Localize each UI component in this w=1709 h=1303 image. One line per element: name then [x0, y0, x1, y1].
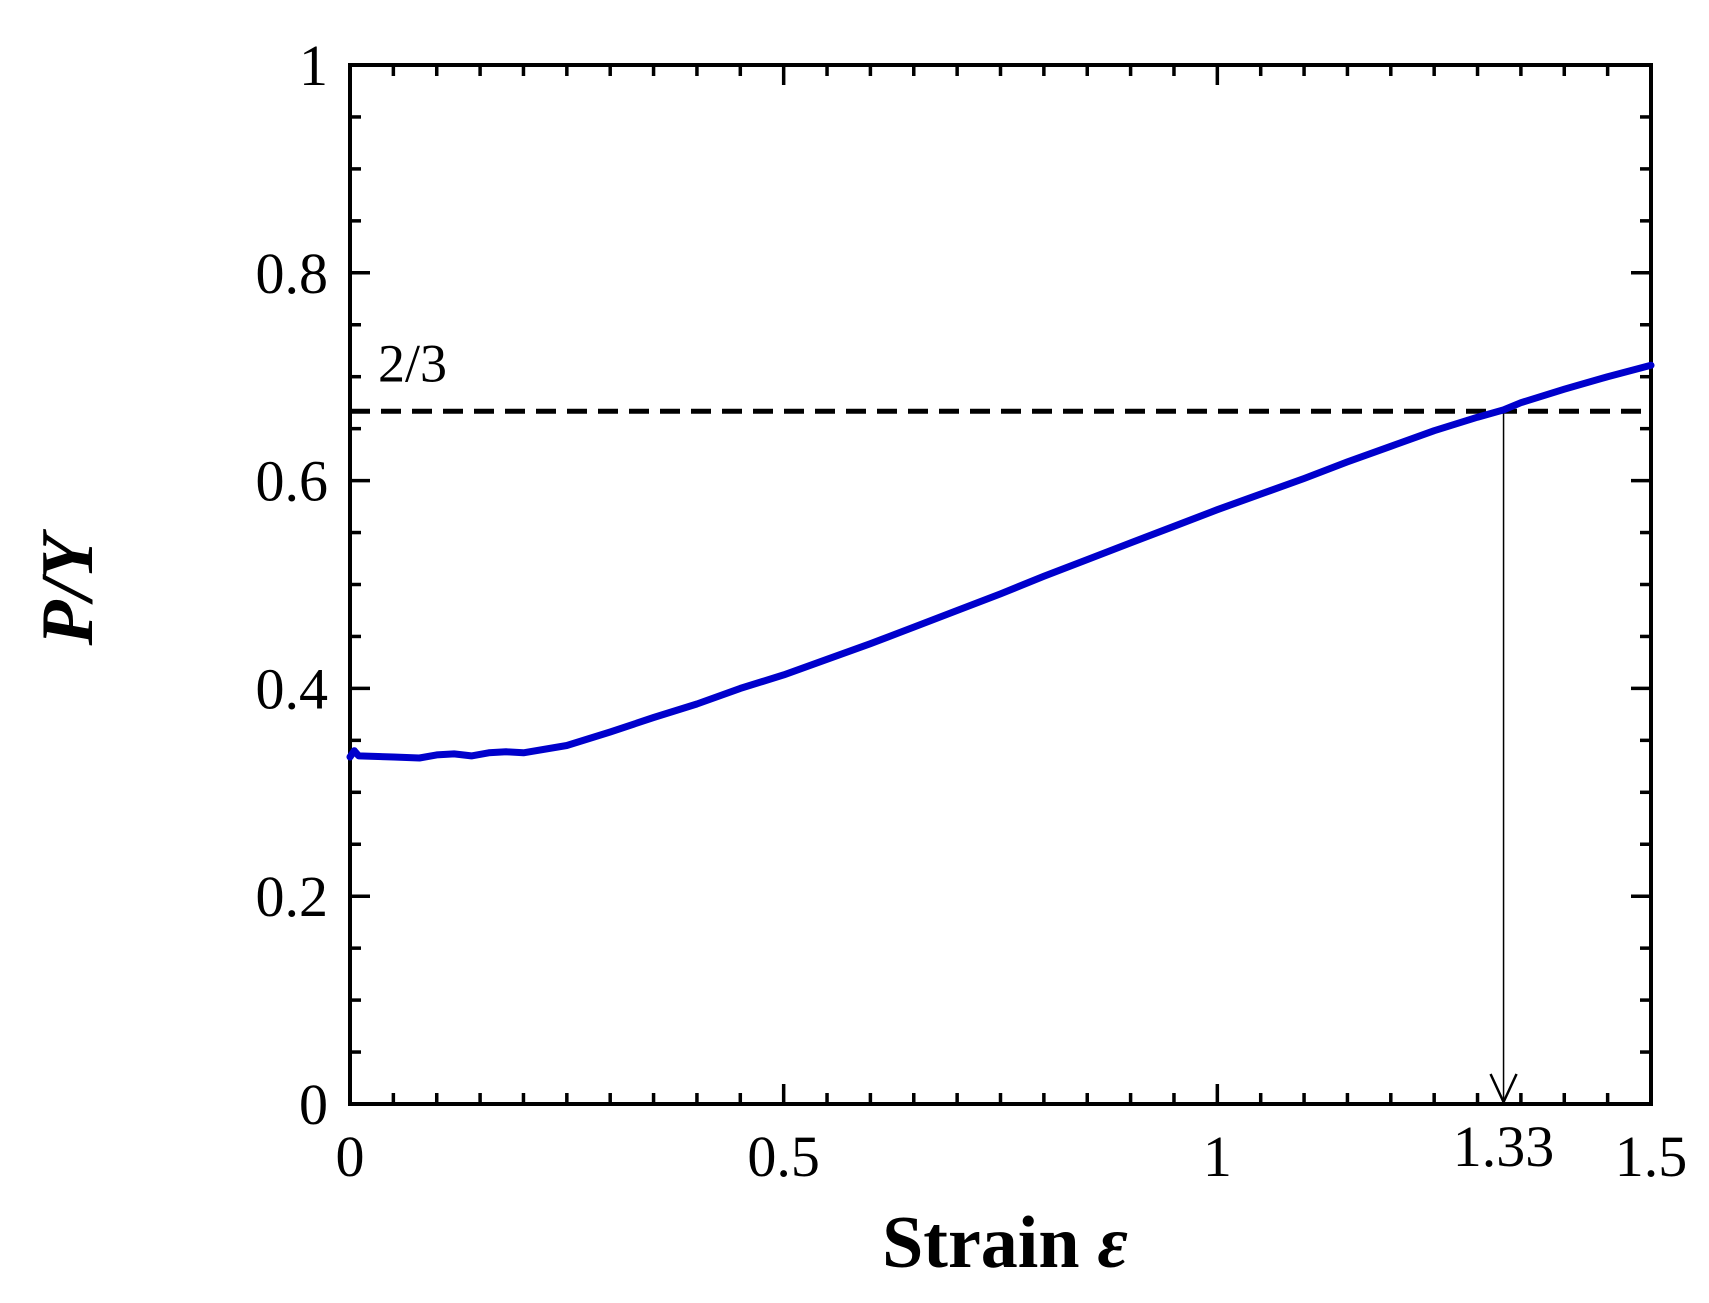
y-axis-title: P/Y	[27, 529, 109, 647]
reference-line-label: 2/3	[378, 333, 447, 393]
x-tick-label: 1	[1203, 1124, 1232, 1189]
y-tick-label: 0.2	[256, 864, 329, 929]
annotation-arrowhead	[1489, 1073, 1518, 1105]
y-tick-label: 0.8	[256, 241, 329, 306]
data-layer	[346, 361, 1655, 1105]
x-tick-label: 0.5	[747, 1124, 820, 1189]
series-line	[346, 361, 1655, 762]
y-tick-label: 0.4	[256, 656, 329, 721]
plot-frame	[348, 63, 1653, 1106]
x-axis-title-symbol: ε	[1098, 1202, 1128, 1284]
x-axis-title: Strain ε	[882, 1202, 1128, 1284]
x-tick-label: 1.5	[1615, 1124, 1688, 1189]
x-axis-title-text: Strain	[882, 1202, 1079, 1284]
y-tick-label: 0	[299, 1072, 328, 1137]
y-tick-label: 0.6	[256, 449, 329, 514]
tick-labels: 0 0.5 1 1.5 0 0.2 0.4 0.6 0.8 1 2/3 1.33	[256, 33, 1688, 1189]
y-tick-label: 1	[299, 33, 328, 98]
plot-area	[348, 63, 1653, 1106]
x-tick-label: 0	[336, 1124, 365, 1189]
tick-marks	[348, 63, 1653, 1106]
annotation-label: 1.33	[1453, 1114, 1555, 1179]
